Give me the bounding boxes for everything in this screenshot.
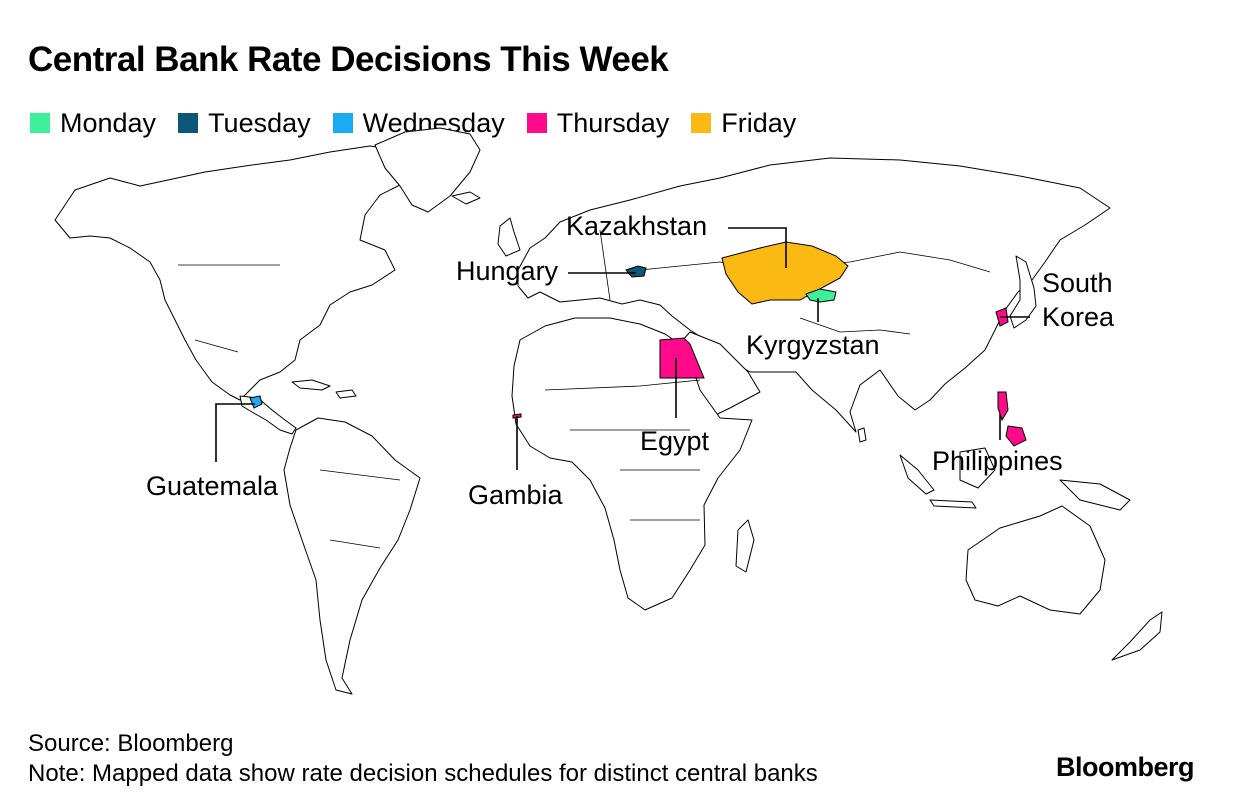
methodology-note: Note: Mapped data show rate decision sch… [28, 760, 818, 787]
leader-lines [215, 227, 1030, 470]
border-lines [178, 229, 991, 549]
cuba [291, 379, 331, 391]
central-america-landmass [239, 395, 297, 435]
legend: Monday Tuesday Wednesday Thursday Friday [30, 106, 796, 140]
source-note: Source: Bloomberg [28, 730, 234, 757]
south-america-landmass [283, 417, 421, 695]
java [929, 499, 977, 509]
border-south-america-1 [319, 469, 401, 481]
leader-guatemala [215, 403, 255, 462]
country-philippines-north [997, 391, 1009, 422]
label-hungary: Hungary [456, 256, 559, 286]
sumatra [899, 454, 935, 495]
japan [1009, 255, 1037, 329]
legend-swatch-thursday [526, 113, 547, 133]
country-egypt [659, 337, 705, 379]
greenland [374, 127, 481, 213]
iceland [451, 191, 481, 205]
legend-label-tuesday: Tuesday [208, 107, 311, 138]
legend-label-thursday: Thursday [556, 107, 670, 138]
africa-landmass [511, 317, 753, 611]
sri-lanka [857, 427, 867, 443]
borneo [959, 447, 996, 489]
chart-title: Central Bank Rate Decisions This Week [28, 40, 669, 79]
label-philippines: Philippines [932, 446, 1063, 476]
label-south-korea-line1: South [1042, 268, 1113, 298]
legend-swatch-monday [30, 113, 50, 133]
border-us-mexico [194, 339, 239, 353]
legend-item-friday: Friday [691, 108, 796, 139]
highlighted-countries [249, 241, 1027, 447]
border-europe-russia [599, 229, 611, 301]
legend-swatch-friday [691, 113, 712, 133]
country-kazakhstan [721, 241, 849, 305]
country-kyrgyzstan [805, 288, 837, 303]
label-kazakhstan: Kazakhstan [566, 211, 708, 241]
leader-kazakhstan [728, 227, 787, 268]
border-south-america-2 [329, 539, 381, 549]
legend-swatch-tuesday [178, 113, 199, 133]
label-guatemala: Guatemala [146, 471, 279, 501]
label-south-korea-line2: Korea [1042, 302, 1115, 332]
legend-item-monday: Monday [30, 108, 156, 139]
legend-item-tuesday: Tuesday [178, 108, 311, 139]
bloomberg-logo: Bloomberg [1056, 752, 1195, 782]
border-russia-south [639, 251, 991, 273]
country-hungary [625, 265, 647, 278]
legend-item-thursday: Thursday [526, 107, 670, 139]
border-china-india [799, 317, 911, 335]
new-zealand [1111, 611, 1163, 661]
great-britain [497, 217, 521, 257]
border-africa-1 [544, 379, 701, 391]
north-america-landmass [54, 145, 416, 401]
label-kyrgyzstan: Kyrgyzstan [746, 330, 880, 360]
legend-item-wednesday: Wednesday [332, 108, 505, 139]
madagascar [735, 519, 755, 573]
country-philippines-south [1005, 425, 1027, 447]
new-guinea [1059, 479, 1131, 511]
hispaniola [335, 389, 357, 399]
legend-label-monday: Monday [60, 107, 157, 138]
label-egypt: Egypt [640, 426, 710, 456]
legend-label-friday: Friday [721, 107, 797, 138]
australia [965, 505, 1106, 615]
legend-swatch-wednesday [332, 113, 353, 133]
label-gambia: Gambia [468, 480, 563, 510]
